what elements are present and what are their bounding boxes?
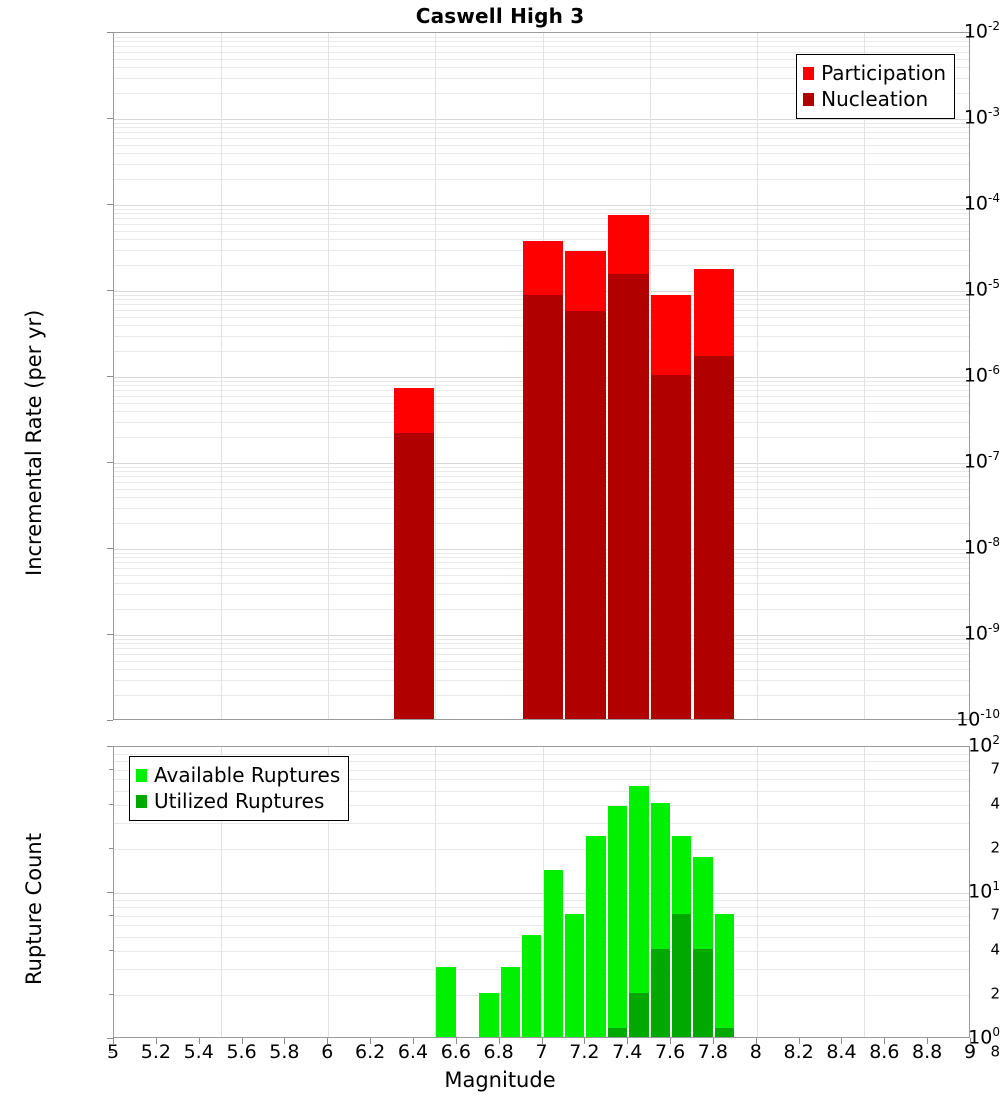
xtick: 6.4	[398, 1041, 428, 1063]
top-ytick: 10-2	[895, 23, 1000, 42]
xtick: 8.2	[783, 1041, 813, 1063]
xtick: 6.8	[484, 1041, 514, 1063]
bar-segment-nucleation	[651, 375, 691, 719]
xtick: 8.8	[912, 1041, 942, 1063]
bar-available	[608, 806, 627, 1037]
xtick: 6	[321, 1041, 333, 1063]
chart-root: Caswell High 3	[0, 0, 1000, 1100]
bar-segment-utilized	[693, 949, 712, 1037]
bar-participation	[565, 251, 605, 719]
bar-available	[544, 870, 563, 1037]
bottom-ytick: 101	[895, 883, 1000, 902]
bar-segment-nucleation	[565, 311, 605, 719]
bottom-legend: Available Ruptures Utilized Ruptures	[129, 756, 349, 821]
bottom-ytick-minor: 2	[899, 841, 1000, 856]
xtick: 5.8	[269, 1041, 299, 1063]
xtick: 7.2	[569, 1041, 599, 1063]
bar-segment-nucleation	[394, 433, 434, 719]
xtick: 6.2	[355, 1041, 385, 1063]
bar-available	[436, 967, 455, 1037]
bar-segment-utilized	[715, 1028, 734, 1037]
rupture-count-plot: Available Ruptures Utilized Ruptures	[113, 746, 970, 1038]
legend-item-participation: Participation	[803, 60, 946, 86]
bar-available	[693, 857, 712, 1037]
xtick: 8	[750, 1041, 762, 1063]
xaxis-label: Magnitude	[0, 1068, 1000, 1092]
top-ytick: 10-9	[895, 625, 1000, 644]
bar-available	[586, 836, 605, 1038]
bar-segment-utilized	[608, 1028, 627, 1037]
top-ytick: 10-10	[895, 711, 1000, 730]
top-ytick: 10-6	[895, 367, 1000, 386]
nucleation-swatch	[803, 93, 814, 106]
top-ytick: 10-4	[895, 195, 1000, 214]
legend-label-participation: Participation	[821, 63, 946, 83]
available-ruptures-swatch	[136, 769, 147, 782]
bottom-ytick-minor: 7	[899, 907, 1000, 922]
bar-segment-nucleation	[523, 295, 563, 719]
xtick: 8.6	[869, 1041, 899, 1063]
xtick: 6.6	[441, 1041, 471, 1063]
bar-available	[629, 786, 648, 1037]
top-yaxis-label: Incremental Rate (per yr)	[22, 310, 46, 576]
legend-label-utilized-ruptures: Utilized Ruptures	[154, 791, 324, 811]
incremental-rate-plot: Participation Nucleation	[113, 32, 970, 720]
top-ytick: 10-5	[895, 281, 1000, 300]
bar-available	[522, 935, 541, 1037]
legend-item-utilized-ruptures: Utilized Ruptures	[136, 788, 340, 814]
bar-participation	[694, 269, 734, 719]
utilized-ruptures-swatch	[136, 795, 147, 808]
xtick: 7	[535, 1041, 547, 1063]
bottom-ytick-minor: 4	[899, 797, 1000, 812]
xtick: 9	[964, 1041, 976, 1063]
participation-swatch	[803, 67, 814, 80]
xtick: 5.2	[141, 1041, 171, 1063]
bar-available	[565, 914, 584, 1037]
xtick: 5	[107, 1041, 119, 1063]
xtick: 7.8	[698, 1041, 728, 1063]
page-title: Caswell High 3	[0, 4, 1000, 28]
bar-available	[651, 803, 670, 1037]
bar-participation	[651, 295, 691, 719]
bottom-ytick-minor: 2	[899, 987, 1000, 1002]
legend-label-nucleation: Nucleation	[821, 89, 928, 109]
legend-label-available-ruptures: Available Ruptures	[154, 765, 340, 785]
bar-segment-utilized	[672, 914, 691, 1037]
bottom-yaxis-label: Rupture Count	[22, 833, 46, 985]
xtick: 8.4	[826, 1041, 856, 1063]
bottom-ytick-minor: 7	[899, 761, 1000, 776]
bar-segment-nucleation	[694, 356, 734, 719]
top-ytick: 10-3	[895, 109, 1000, 128]
bar-participation	[523, 241, 563, 719]
bar-segment-nucleation	[608, 274, 648, 719]
bottom-ytick: 102	[895, 737, 1000, 756]
xtick: 5.4	[184, 1041, 214, 1063]
xtick: 5.6	[226, 1041, 256, 1063]
bar-participation	[608, 215, 648, 719]
top-ytick: 10-7	[895, 453, 1000, 472]
bar-available	[479, 993, 498, 1037]
top-bars	[114, 33, 969, 719]
bottom-ytick-minor: 4	[899, 943, 1000, 958]
bar-available	[715, 914, 734, 1037]
legend-item-available-ruptures: Available Ruptures	[136, 762, 340, 788]
bar-segment-utilized	[629, 993, 648, 1037]
bar-available	[501, 967, 520, 1037]
bar-participation	[394, 388, 434, 719]
bar-available	[672, 836, 691, 1038]
top-ytick: 10-8	[895, 539, 1000, 558]
xtick: 7.6	[655, 1041, 685, 1063]
xtick: 7.4	[612, 1041, 642, 1063]
bar-segment-utilized	[651, 949, 670, 1037]
